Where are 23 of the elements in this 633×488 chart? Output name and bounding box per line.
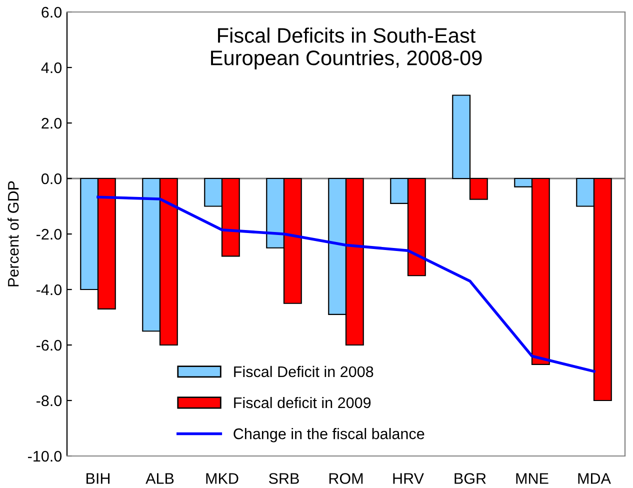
- y-tick-label: -10.0: [28, 450, 62, 462]
- x-tick-label: MNE: [516, 473, 548, 484]
- y-tick-label: -2.0: [36, 228, 62, 240]
- x-tick-label: ALB: [146, 473, 174, 484]
- y-tick-label: -6.0: [36, 340, 62, 351]
- y-tick-label: -8.0: [36, 395, 62, 406]
- x-tick-label: MKD: [206, 473, 238, 484]
- y-tick-label: 4.0: [41, 62, 62, 74]
- x-tick-label: BIH: [86, 473, 110, 484]
- y-axis-title: Percent of GDP: [8, 181, 19, 286]
- legend-label: Change in the fiscal balance: [234, 428, 424, 442]
- x-tick-label: ROM: [329, 473, 363, 484]
- legend-label: Fiscal Deficit in 2008: [234, 366, 374, 378]
- x-tick-label: BGR: [454, 473, 486, 484]
- legend-label: Fiscal deficit in 2009: [234, 396, 371, 408]
- x-tick-label: SRB: [268, 473, 299, 484]
- x-tick-label: MDA: [578, 473, 611, 484]
- y-tick-label: 6.0: [42, 6, 62, 18]
- text: Fiscal Deficits in South-East European Countries, 2008-09: [211, 28, 482, 70]
- y-tick-label: -4.0: [36, 284, 62, 296]
- y-tick-label: 2.0: [42, 118, 62, 129]
- x-tick-label: HRV: [393, 473, 424, 484]
- y-tick-label: 0.0: [42, 173, 62, 184]
